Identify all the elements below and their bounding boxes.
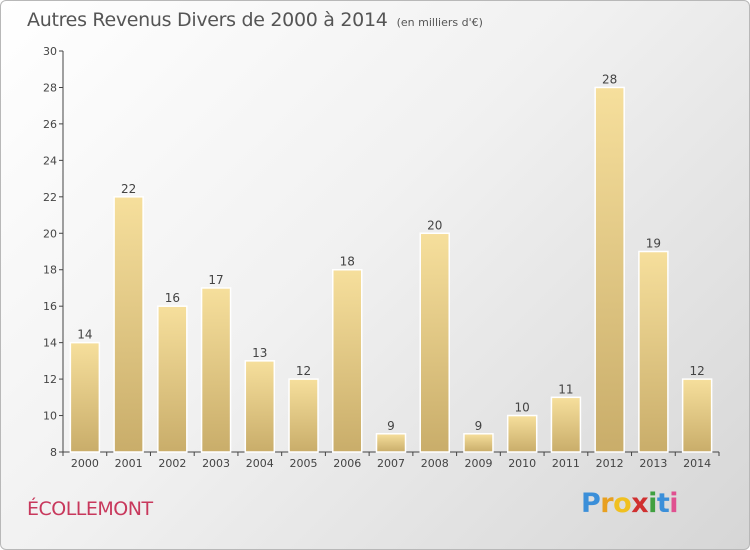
- data-label-2001: 22: [121, 182, 136, 196]
- y-tick-label: 14: [43, 337, 57, 350]
- x-tick-label-2010: 2010: [508, 457, 536, 470]
- bar-2000: [69, 341, 101, 453]
- logo-letter: i: [669, 488, 679, 519]
- chart-title-main: Autres Revenus Divers de 2000 à 2014: [27, 9, 388, 31]
- data-label-2013: 19: [646, 237, 661, 251]
- bar-2007: [375, 433, 407, 453]
- x-tick-label-2002: 2002: [158, 457, 186, 470]
- y-tick-label: 26: [43, 118, 57, 131]
- x-tick-label-2008: 2008: [421, 457, 449, 470]
- x-tick-label-2011: 2011: [552, 457, 580, 470]
- logo-letter: x: [631, 488, 649, 519]
- y-tick-label: 10: [43, 410, 57, 423]
- bar-2010: [506, 414, 538, 453]
- bar-2001: [113, 196, 144, 453]
- x-tick-label-2005: 2005: [290, 457, 318, 470]
- y-tick-label: 24: [43, 154, 57, 167]
- y-tick-label: 20: [43, 227, 57, 240]
- bar-2011: [550, 396, 582, 453]
- data-label-2007: 9: [387, 419, 395, 433]
- x-tick-label-2012: 2012: [596, 457, 624, 470]
- y-tick-label: 8: [50, 446, 57, 459]
- bar-2008: [419, 232, 450, 453]
- x-tick-label-2003: 2003: [202, 457, 230, 470]
- data-label-2012: 28: [602, 72, 617, 86]
- x-tick-label-2001: 2001: [115, 457, 143, 470]
- data-label-2006: 18: [340, 255, 355, 269]
- commune-name: ÉCOLLEMONT: [27, 498, 153, 520]
- bar-2005: [288, 378, 319, 453]
- chart-subtitle: (en milliers d'€): [396, 16, 483, 29]
- bar-2006: [332, 268, 363, 453]
- logo-letter: o: [613, 488, 632, 519]
- y-tick-label: 30: [43, 45, 57, 58]
- x-tick-label-2007: 2007: [377, 457, 405, 470]
- bar-2013: [638, 250, 669, 453]
- x-tick-label-2000: 2000: [71, 457, 99, 470]
- proxiti-logo[interactable]: Proxiti: [581, 488, 679, 519]
- x-tick-label-2004: 2004: [246, 457, 274, 470]
- data-label-2004: 13: [252, 346, 267, 360]
- data-label-2002: 16: [165, 291, 180, 305]
- y-tick-label: 22: [43, 191, 57, 204]
- x-tick-label-2013: 2013: [639, 457, 667, 470]
- bar-2003: [200, 287, 232, 453]
- logo-letter: r: [600, 488, 614, 519]
- y-tick-label: 12: [43, 373, 57, 386]
- chart-title: Autres Revenus Divers de 2000 à 2014 (en…: [27, 9, 483, 31]
- bar-2014: [681, 378, 713, 453]
- data-label-2008: 20: [427, 218, 442, 232]
- data-label-2003: 17: [208, 273, 223, 287]
- bar-2012: [594, 86, 625, 453]
- x-tick-label-2006: 2006: [333, 457, 361, 470]
- data-label-2011: 11: [558, 382, 573, 396]
- x-tick-label-2009: 2009: [464, 457, 492, 470]
- data-label-2010: 10: [515, 401, 530, 415]
- logo-letter: i: [648, 488, 657, 519]
- y-tick-label: 18: [43, 264, 57, 277]
- data-label-2014: 12: [689, 364, 704, 378]
- bar-2002: [157, 305, 188, 453]
- data-label-2000: 14: [77, 328, 92, 342]
- data-label-2009: 9: [475, 419, 483, 433]
- logo-letter: P: [581, 488, 601, 519]
- y-tick-label: 16: [43, 300, 57, 313]
- x-tick-label-2014: 2014: [683, 457, 711, 470]
- bar-2009: [463, 433, 494, 453]
- logo-letter: t: [656, 488, 670, 519]
- data-label-2005: 12: [296, 364, 311, 378]
- bar-2004: [244, 360, 276, 453]
- y-tick-label: 28: [43, 81, 57, 94]
